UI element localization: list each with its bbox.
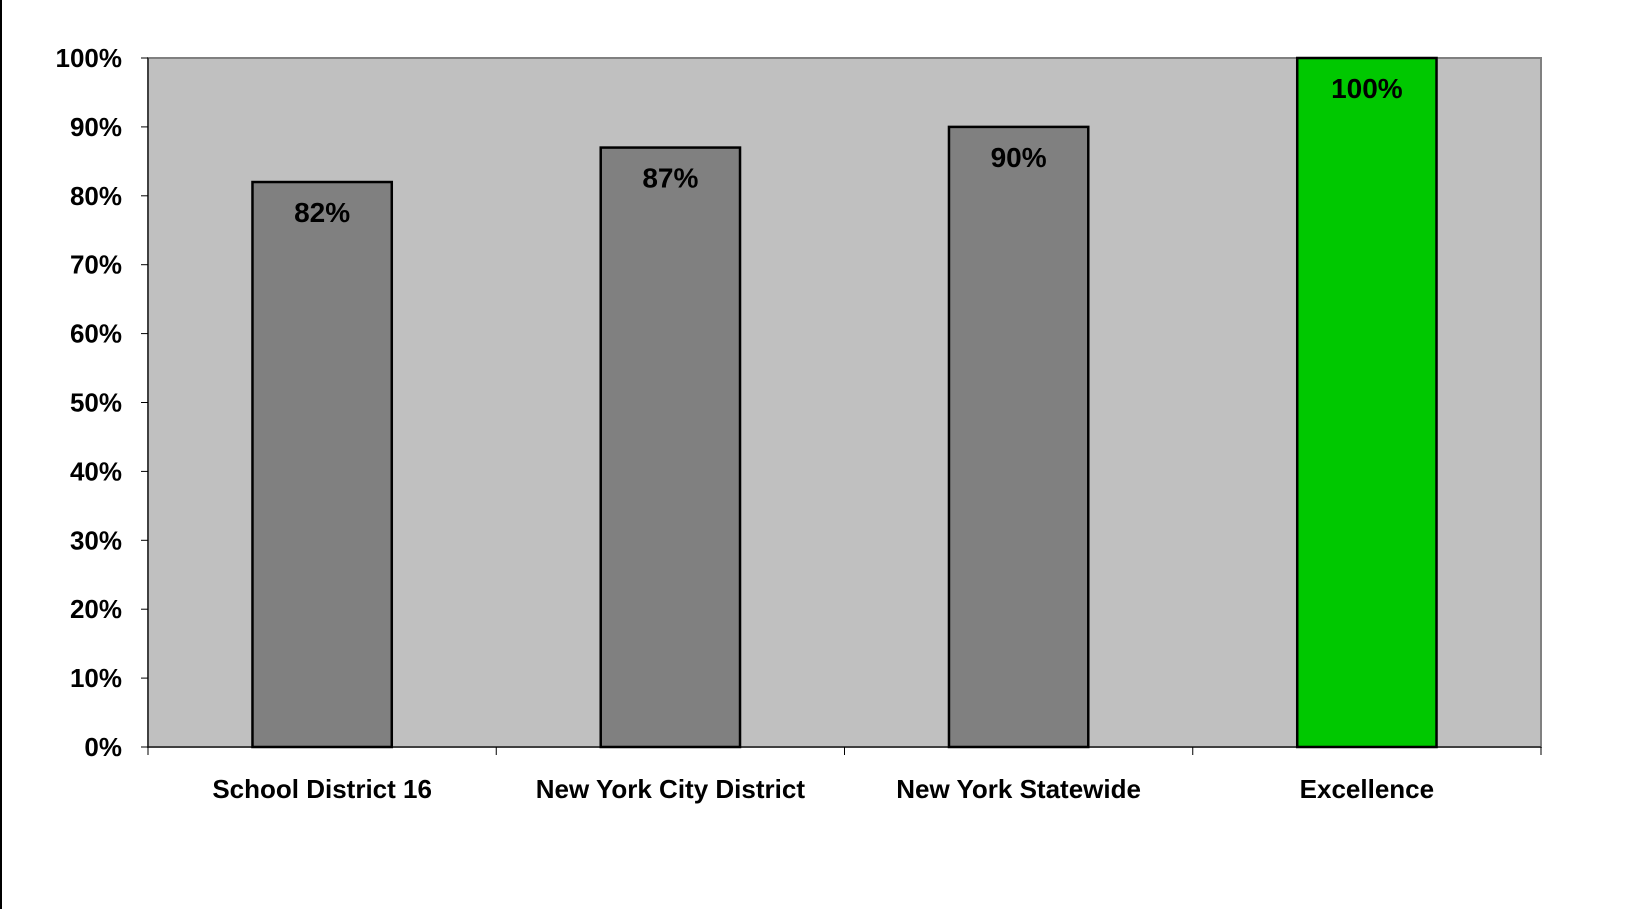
bar	[1295, 56, 1438, 749]
x-tick-label: School District 16	[212, 774, 432, 804]
bar	[599, 146, 742, 749]
y-tick-label: 50%	[70, 388, 122, 418]
bar	[947, 125, 1090, 749]
bar	[251, 180, 394, 749]
y-tick-label: 80%	[70, 181, 122, 211]
y-tick-label: 90%	[70, 112, 122, 142]
y-tick-label: 10%	[70, 663, 122, 693]
y-tick-label: 20%	[70, 594, 122, 624]
y-tick-label: 60%	[70, 319, 122, 349]
y-tick-label: 0%	[84, 732, 122, 762]
data-label: 87%	[642, 163, 698, 194]
x-tick-label: Excellence	[1300, 774, 1434, 804]
data-label: 82%	[294, 197, 350, 228]
data-label: 90%	[991, 142, 1047, 173]
data-label: 100%	[1331, 73, 1403, 104]
y-tick-label: 40%	[70, 456, 122, 486]
y-tick-label: 30%	[70, 525, 122, 555]
x-tick-label: New York Statewide	[896, 774, 1141, 804]
y-tick-label: 70%	[70, 250, 122, 280]
x-tick-label: New York City District	[536, 774, 806, 804]
y-tick-label: 100%	[56, 43, 123, 73]
